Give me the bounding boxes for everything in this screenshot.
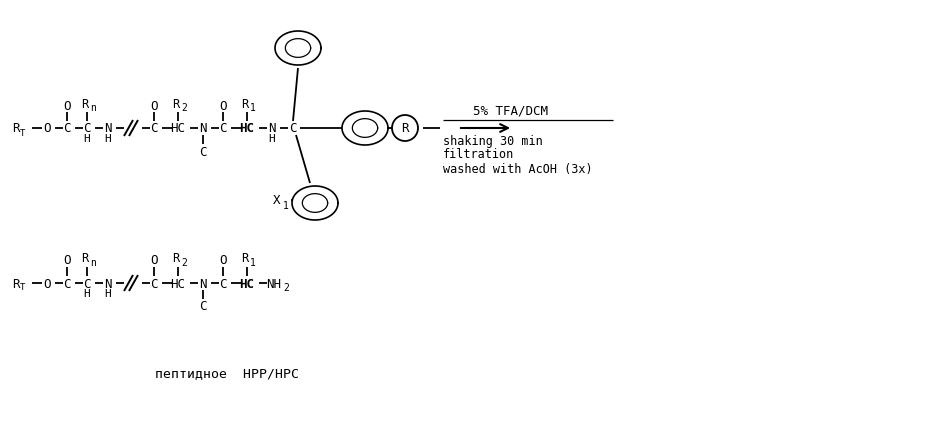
Text: H: H (105, 134, 111, 144)
Text: C: C (83, 122, 91, 135)
Text: H: H (84, 288, 91, 298)
Text: HC: HC (240, 277, 255, 290)
Text: N: N (104, 122, 111, 135)
Text: R: R (242, 97, 248, 110)
Text: filtration: filtration (443, 148, 514, 161)
Text: T: T (20, 128, 25, 137)
Text: N: N (268, 122, 276, 135)
Text: O: O (43, 122, 51, 135)
Text: NH: NH (266, 277, 281, 290)
Text: C: C (83, 277, 91, 290)
Text: T: T (20, 283, 25, 292)
Text: H: H (84, 134, 91, 144)
Text: пептидное  НРР/НРС: пептидное НРР/НРС (155, 367, 299, 380)
Text: 5% TFA/DCM: 5% TFA/DCM (473, 104, 548, 117)
Text: O: O (219, 254, 227, 267)
Text: H: H (269, 134, 276, 144)
Text: O: O (63, 254, 71, 267)
Text: C: C (150, 277, 158, 290)
Text: N: N (104, 277, 111, 290)
Text: 2: 2 (181, 103, 187, 113)
Text: C: C (63, 277, 71, 290)
Text: R: R (173, 252, 179, 265)
Text: C: C (150, 122, 158, 135)
Text: H: H (105, 288, 111, 298)
Text: C: C (289, 122, 296, 135)
Text: X: X (273, 194, 280, 207)
Text: R: R (12, 277, 20, 290)
Text: O: O (43, 277, 51, 290)
Text: R: R (401, 122, 409, 135)
Text: C: C (219, 122, 227, 135)
Text: C: C (199, 145, 207, 158)
Text: 1: 1 (283, 201, 289, 211)
Text: washed with AcOH (3x): washed with AcOH (3x) (443, 162, 593, 175)
Text: 2: 2 (283, 283, 289, 292)
Text: R: R (173, 97, 179, 110)
Text: N: N (199, 122, 207, 135)
Text: shaking 30 min: shaking 30 min (443, 134, 543, 147)
Text: HC: HC (171, 122, 186, 135)
Text: O: O (150, 254, 158, 267)
Text: N: N (199, 277, 207, 290)
Text: n: n (90, 258, 96, 267)
Text: R: R (12, 122, 20, 135)
Text: 1: 1 (250, 103, 256, 113)
Text: R: R (81, 252, 89, 265)
Text: HC: HC (240, 122, 255, 135)
Text: O: O (150, 99, 158, 112)
Text: C: C (199, 300, 207, 313)
Text: R: R (81, 97, 89, 110)
Text: n: n (90, 103, 96, 113)
Text: O: O (63, 99, 71, 112)
Text: HC: HC (171, 277, 186, 290)
Text: R: R (242, 252, 248, 265)
Text: C: C (63, 122, 71, 135)
Text: 1: 1 (250, 258, 256, 267)
Text: 2: 2 (181, 258, 187, 267)
Text: C: C (219, 277, 227, 290)
Text: O: O (219, 99, 227, 112)
